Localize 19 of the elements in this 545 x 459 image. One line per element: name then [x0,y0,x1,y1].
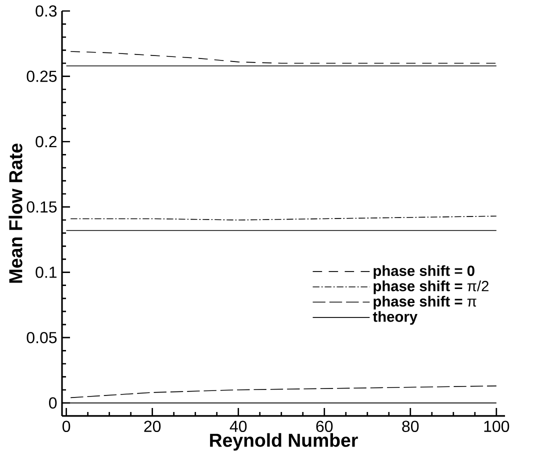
x-axis-title: Reynold Number [210,433,358,451]
y-tick-label: 0.25 [26,70,57,82]
y-tick-label: 0.2 [36,136,56,148]
y-tick-label: 0.15 [26,201,57,213]
x-tick-label: 40 [230,420,247,432]
y-tick-label: 0 [49,397,57,409]
legend-label: phase shift = π [374,296,476,310]
x-tick-label: 100 [484,420,510,432]
x-tick-label: 20 [144,420,161,432]
y-tick-label: 0.3 [36,5,57,17]
y-axis-title: Mean Flow Rate [8,144,22,283]
x-tick-label: 80 [402,420,419,432]
legend-label: phase shift = 0 [374,265,474,279]
x-tick-label: 0 [62,420,70,432]
y-tick-label: 0.05 [26,332,57,344]
y-tick-label: 0.1 [36,266,57,278]
legend-label: theory [372,311,418,325]
legend-label: phase shift = π/2 [374,280,488,294]
x-tick-label: 60 [316,420,333,432]
